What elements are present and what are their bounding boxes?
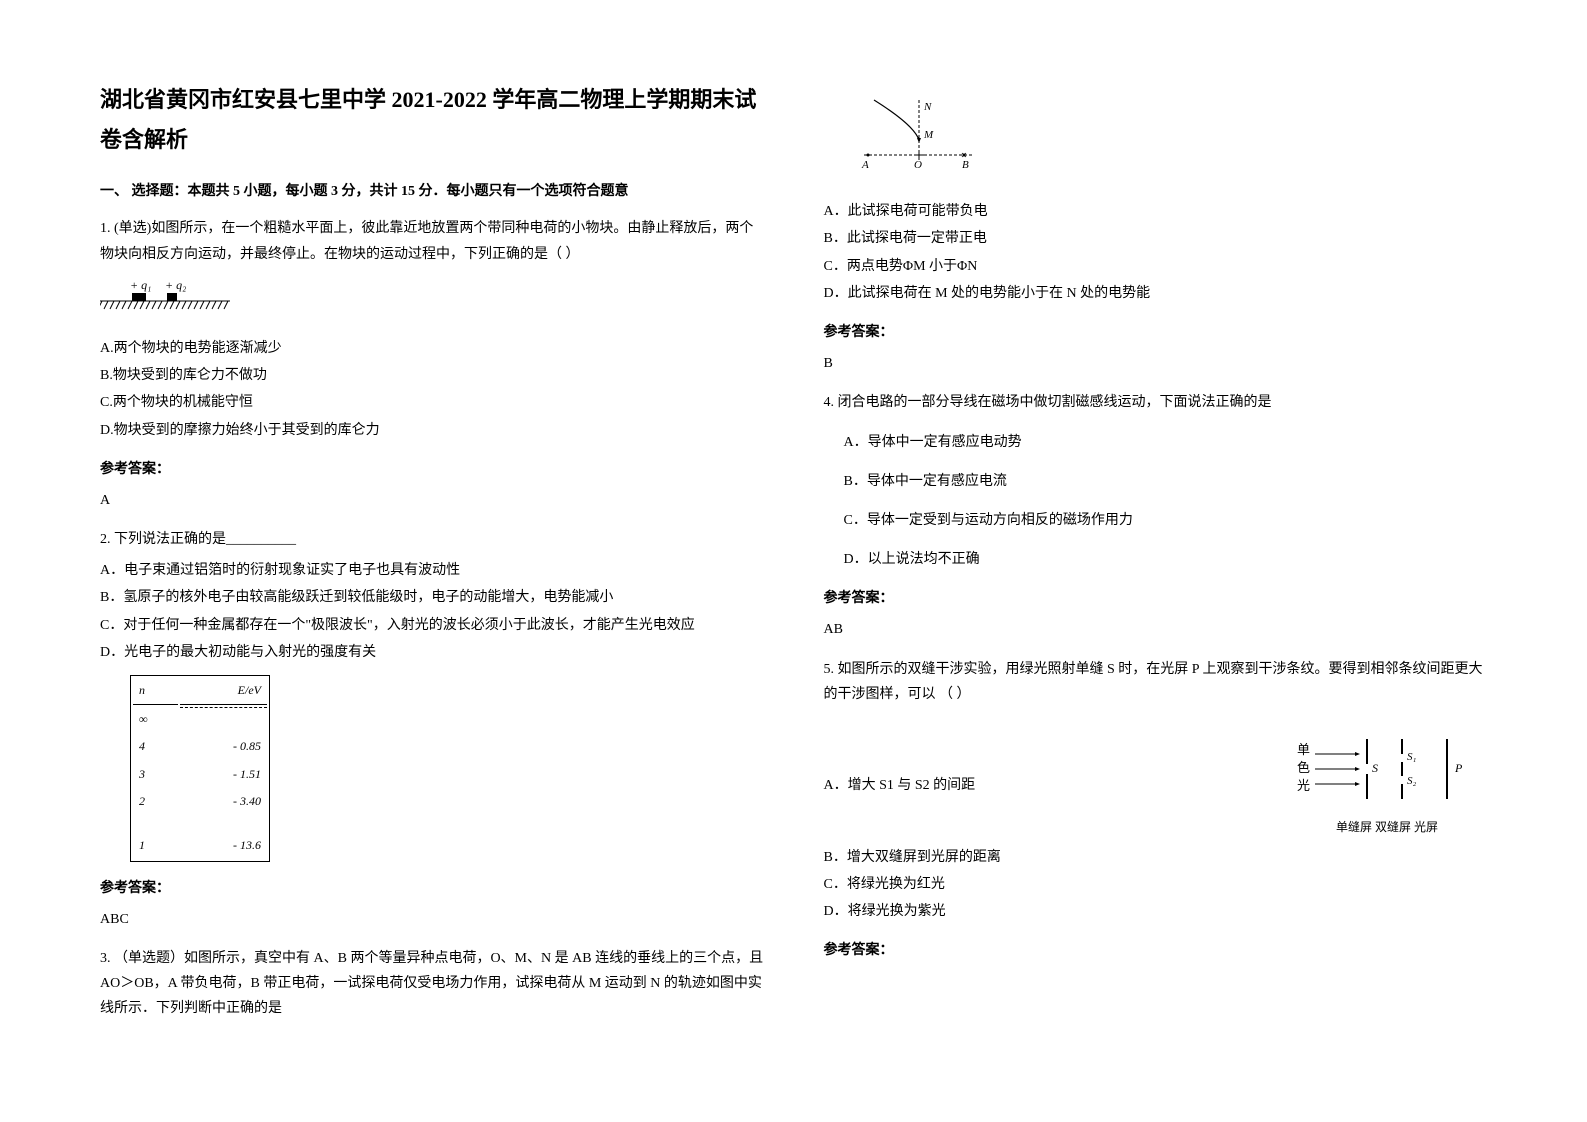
svg-text:M: M (923, 129, 934, 141)
slit-s2-label: S₂ (1407, 775, 1417, 787)
q5-option-b: B．增大双缝屏到光屏的距离 (824, 845, 1488, 870)
energy-val (180, 707, 267, 733)
energy-row: 2 (133, 789, 178, 831)
q1-answer-label: 参考答案： (100, 457, 764, 482)
svg-text:O: O (914, 159, 922, 170)
left-column: 湖北省黄冈市红安县七里中学 2021-2022 学年高二物理上学期期末试卷含解析… (100, 80, 764, 1030)
question-2: 2. 下列说法正确的是__________ A．电子束通过铝箔时的衍射现象证实了… (100, 527, 764, 932)
q2-text: 2. 下列说法正确的是__________ (100, 527, 764, 552)
question-5: 5. 如图所示的双缝干涉实验，用绿光照射单缝 S 时，在光屏 P 上观察到干涉条… (824, 657, 1488, 964)
q1-text: 1. (单选)如图所示，在一个粗糙水平面上，彼此靠近地放置两个带同种电荷的小物块… (100, 216, 764, 266)
svg-text:A: A (861, 159, 869, 170)
q3-answer: B (824, 351, 1488, 376)
q2-option-d: D．光电子的最大初动能与入射光的强度有关 (100, 640, 764, 665)
q1-option-b: B.物块受到的库仑力不做功 (100, 363, 764, 388)
energy-val: - 0.85 (180, 734, 267, 760)
svg-text:B: B (962, 159, 969, 170)
q3-text: 3. （单选题）如图所示，真空中有 A、B 两个等量异种点电荷，O、M、N 是 … (100, 946, 764, 1022)
energy-header-n: n (133, 678, 178, 705)
q4-answer-label: 参考答案： (824, 586, 1488, 611)
slit-label: 色 (1297, 760, 1310, 775)
energy-row: 4 (133, 734, 178, 760)
svg-text:N: N (923, 101, 932, 113)
q1-answer: A (100, 488, 764, 513)
document-title: 湖北省黄冈市红安县七里中学 2021-2022 学年高二物理上学期期末试卷含解析 (100, 80, 764, 159)
q3-option-d: D．此试探电荷在 M 处的电势能小于在 N 处的电势能 (824, 281, 1488, 306)
q5-text: 5. 如图所示的双缝干涉实验，用绿光照射单缝 S 时，在光屏 P 上观察到干涉条… (824, 657, 1488, 707)
q3-answer-label: 参考答案： (824, 320, 1488, 345)
svg-text:+ q₂: + q₂ (165, 278, 186, 292)
q1-option-d: D.物块受到的摩擦力始终小于其受到的库仑力 (100, 418, 764, 443)
trajectory-diagram: A O B N M (854, 90, 994, 170)
slit-caption: 单缝屏 双缝屏 光屏 (1287, 817, 1487, 839)
q1-option-a: A.两个物块的电势能逐渐减少 (100, 336, 764, 361)
slit-s-label: S (1372, 761, 1378, 775)
q1-figure: + q₁ + q₂ (100, 277, 764, 326)
energy-level-table: n E/eV ∞ 4- 0.85 3- 1.51 2- 3.40 1- 13.6 (130, 675, 270, 862)
q5-figure: 单 色 光 S S (1287, 719, 1487, 839)
question-4: 4. 闭合电路的一部分导线在磁场中做切割磁感线运动，下面说法正确的是 A．导体中… (824, 390, 1488, 642)
charges-diagram: + q₁ + q₂ (100, 277, 260, 317)
q2-option-c: C．对于任何一种金属都存在一个"极限波长"，入射光的波长必须小于此波长，才能产生… (100, 613, 764, 638)
slit-p-label: P (1454, 761, 1463, 775)
q4-option-b: B．导体中一定有感应电流 (844, 469, 1488, 494)
slit-label: 单 (1297, 742, 1310, 757)
energy-val: - 13.6 (180, 833, 267, 859)
q2-answer-label: 参考答案： (100, 876, 764, 901)
slit-label: 光 (1297, 778, 1310, 793)
q4-option-c: C．导体一定受到与运动方向相反的磁场作用力 (844, 508, 1488, 533)
q4-answer: AB (824, 617, 1488, 642)
q2-answer: ABC (100, 907, 764, 932)
energy-row: 3 (133, 762, 178, 788)
question-3: 3. （单选题）如图所示，真空中有 A、B 两个等量异种点电荷，O、M、N 是 … (100, 946, 764, 1022)
slit-s1-label: S₁ (1407, 751, 1417, 763)
energy-row: ∞ (133, 707, 178, 733)
q1-option-c: C.两个物块的机械能守恒 (100, 390, 764, 415)
section-1-header: 一、 选择题：本题共 5 小题，每小题 3 分，共计 15 分．每小题只有一个选… (100, 179, 764, 204)
q3-option-c: C．两点电势ΦM 小于ΦN (824, 254, 1488, 279)
q5-option-d: D．将绿光换为紫光 (824, 899, 1488, 924)
right-column: A O B N M A．此试探电荷可能带负电 B．此试探电荷一定带正电 C．两点… (824, 80, 1488, 1030)
energy-header-e: E/eV (180, 678, 267, 705)
q4-option-a: A．导体中一定有感应电动势 (844, 430, 1488, 455)
energy-row: 1 (133, 833, 178, 859)
q4-option-d: D．以上说法均不正确 (844, 547, 1488, 572)
double-slit-diagram: 单 色 光 S S (1287, 719, 1487, 819)
q3-option-a: A．此试探电荷可能带负电 (824, 199, 1488, 224)
q5-option-c: C．将绿光换为红光 (824, 872, 1488, 897)
q4-text: 4. 闭合电路的一部分导线在磁场中做切割磁感线运动，下面说法正确的是 (824, 390, 1488, 415)
q5-answer-label: 参考答案： (824, 938, 1488, 963)
question-1: 1. (单选)如图所示，在一个粗糙水平面上，彼此靠近地放置两个带同种电荷的小物块… (100, 216, 764, 513)
q2-option-a: A．电子束通过铝箔时的衍射现象证实了电子也具有波动性 (100, 558, 764, 583)
q2-option-b: B．氢原子的核外电子由较高能级跃迁到较低能级时，电子的动能增大，电势能减小 (100, 585, 764, 610)
q5-option-a: A．增大 S1 与 S2 的间距 (824, 773, 1268, 798)
svg-text:+ q₁: + q₁ (130, 278, 151, 292)
q3-option-b: B．此试探电荷一定带正电 (824, 226, 1488, 251)
energy-val: - 3.40 (180, 789, 267, 831)
energy-val: - 1.51 (180, 762, 267, 788)
q3-figure: A O B N M (824, 90, 1488, 189)
